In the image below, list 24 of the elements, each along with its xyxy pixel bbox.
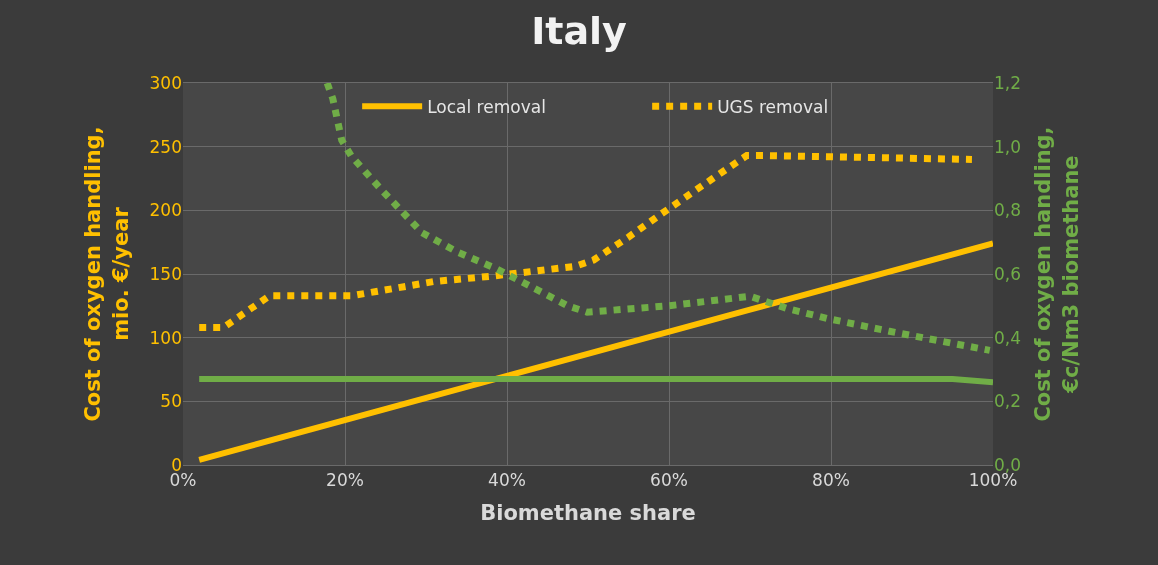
chart-title: Italy <box>531 8 628 53</box>
x-axis-title: Biomethane share <box>480 500 696 525</box>
y2-tick-label: 1,0 <box>994 136 1022 157</box>
y2-tick-label: 0,0 <box>994 454 1022 475</box>
x-tick-label: 80% <box>812 470 850 491</box>
y2-tick-label: 0,6 <box>994 263 1022 284</box>
legend-label: UGS removal <box>717 96 829 117</box>
y2-axis-title: Cost of oxygen handling, €c/Nm3 biomethane <box>1031 126 1083 422</box>
y-tick-label: 100 <box>149 327 182 348</box>
y2-tick-label: 0,4 <box>994 327 1022 348</box>
legend-label: Local removal <box>427 96 546 117</box>
y-axis-title: Cost of oxygen handling, mio. €/year <box>81 126 133 422</box>
x-tick-label: 20% <box>326 470 364 491</box>
x-tick-label: 0% <box>169 470 197 491</box>
x-tick-label: 40% <box>488 470 526 491</box>
y-tick-label: 200 <box>149 200 182 221</box>
y2-tick-label: 0,8 <box>994 200 1022 221</box>
x-tick-label: 60% <box>650 470 688 491</box>
y-tick-label: 300 <box>149 72 182 93</box>
y2-tick-label: 0,2 <box>994 391 1022 412</box>
y2-tick-label: 1,2 <box>994 72 1022 93</box>
y-tick-label: 50 <box>160 391 182 412</box>
y-tick-label: 150 <box>149 263 182 284</box>
y-tick-label: 250 <box>149 136 182 157</box>
